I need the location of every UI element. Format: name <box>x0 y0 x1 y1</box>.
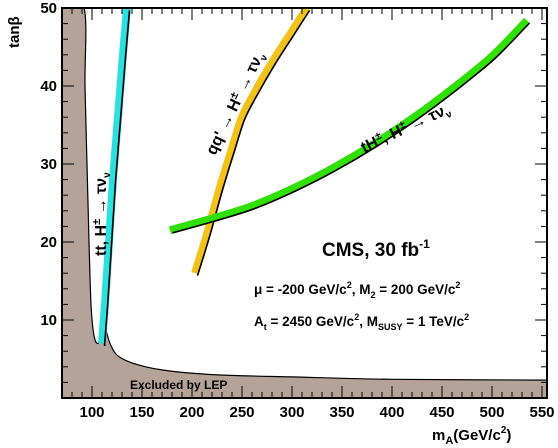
x-tick-label: 150 <box>129 404 154 421</box>
x-tick-label: 550 <box>529 404 554 421</box>
param-line-2: At = 2450 GeV/c2, MSUSY = 1 TeV/c2 <box>254 312 469 332</box>
series-band-0 <box>98 8 131 344</box>
x-tick-label: 500 <box>479 404 504 421</box>
series-band-2 <box>168 17 530 235</box>
y-tick-label: 10 <box>40 312 57 329</box>
x-tick-label: 300 <box>279 404 304 421</box>
x-tick-label: 200 <box>179 404 204 421</box>
y-tick-label: 20 <box>40 234 57 251</box>
series-layer <box>98 8 531 346</box>
x-axis-title: mA(GeV/c2) <box>432 425 511 447</box>
series-line-1 <box>196 10 311 276</box>
y-tick-label: 30 <box>40 156 57 173</box>
excluded-label: Excluded by LEP <box>130 378 227 392</box>
param-line-1: μ = -200 GeV/c2, M2 = 200 GeV/c2 <box>254 280 460 300</box>
x-tick-label: 100 <box>79 404 104 421</box>
series-label-th: tH±, H± → τνν <box>358 99 455 160</box>
x-tick-label: 250 <box>229 404 254 421</box>
plot-frame <box>61 7 548 399</box>
y-tick-label: 40 <box>40 78 57 95</box>
x-tick-label: 350 <box>329 404 354 421</box>
y-axis-title: tanβ <box>6 16 23 48</box>
cms-title: CMS, 30 fb-1 <box>322 237 430 261</box>
x-tick-label: 400 <box>379 404 404 421</box>
x-tick-label: 450 <box>429 404 454 421</box>
excluded-region <box>62 8 547 398</box>
y-tick-label: 50 <box>40 0 57 17</box>
ticks-layer: 100 150 200 250 300 350 400 450 500 550 10 20 30 40 50 <box>40 0 554 421</box>
series-line-2 <box>172 22 531 234</box>
series-line-0 <box>103 10 131 346</box>
series-label-tt: tt, H± → τνν <box>91 172 113 256</box>
